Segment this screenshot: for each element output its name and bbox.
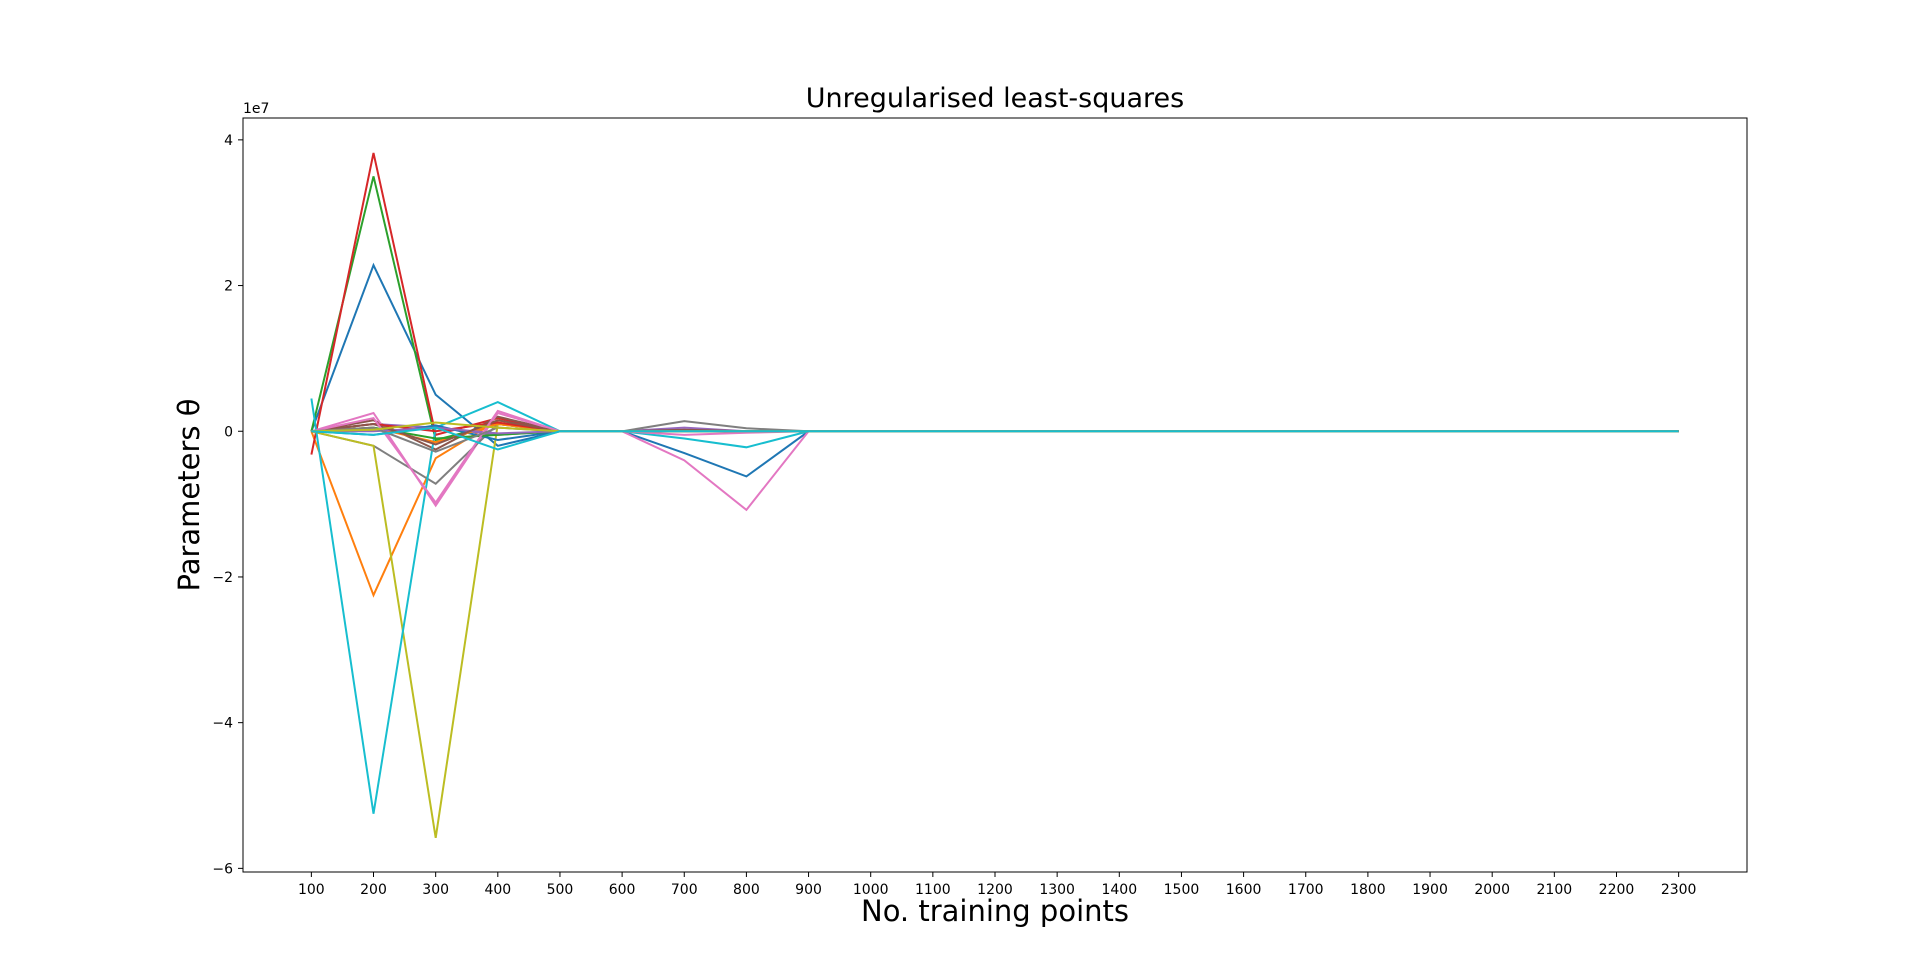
x-tick-label: 400 [484, 882, 511, 898]
y-tick-label: −4 [212, 716, 233, 732]
x-tick-label: 1500 [1164, 882, 1200, 898]
x-tick-label: 500 [547, 882, 574, 898]
x-tick-label: 900 [795, 882, 822, 898]
x-tick-label: 1100 [915, 882, 951, 898]
x-tick-label: 2000 [1474, 882, 1510, 898]
y-axis-label: Parameters θ [172, 399, 206, 592]
x-tick-label: 1300 [1039, 882, 1075, 898]
y-tick-label: 2 [224, 279, 233, 295]
y-tick-label: 4 [224, 133, 233, 149]
x-tick-label: 2100 [1537, 882, 1573, 898]
y-tick-label: 0 [224, 424, 233, 440]
x-tick-label: 700 [671, 882, 698, 898]
x-tick-label: 1600 [1226, 882, 1262, 898]
x-tick-label: 800 [733, 882, 760, 898]
x-tick-label: 1200 [977, 882, 1013, 898]
series-line-20 [311, 426, 1679, 451]
series-layer [310, 152, 1679, 838]
y-tick-label: −6 [212, 861, 233, 877]
x-axis-label: No. training points [861, 894, 1129, 928]
y-axis-offset-label: 1e7 [243, 101, 269, 117]
x-tick-label: 1400 [1101, 882, 1137, 898]
x-tick-label: 2300 [1661, 882, 1697, 898]
x-tick-label: 1000 [853, 882, 889, 898]
x-tick-label: 300 [422, 882, 449, 898]
x-tick-label: 2200 [1599, 882, 1635, 898]
x-tick-label: 1900 [1412, 882, 1448, 898]
y-tick-label: −2 [212, 570, 233, 586]
chart-title: Unregularised least-squares [806, 83, 1184, 114]
x-tick-label: 100 [298, 882, 325, 898]
y-axis-ticks: −6 −4 −2 0 2 4 [212, 133, 243, 877]
x-tick-label: 600 [609, 882, 636, 898]
x-tick-label: 1700 [1288, 882, 1324, 898]
x-tick-label: 1800 [1350, 882, 1386, 898]
x-tick-label: 200 [360, 882, 387, 898]
x-axis-ticks: 100 200 300 400 500 600 700 800 900 1000 1100 1200 1… [298, 872, 1696, 898]
